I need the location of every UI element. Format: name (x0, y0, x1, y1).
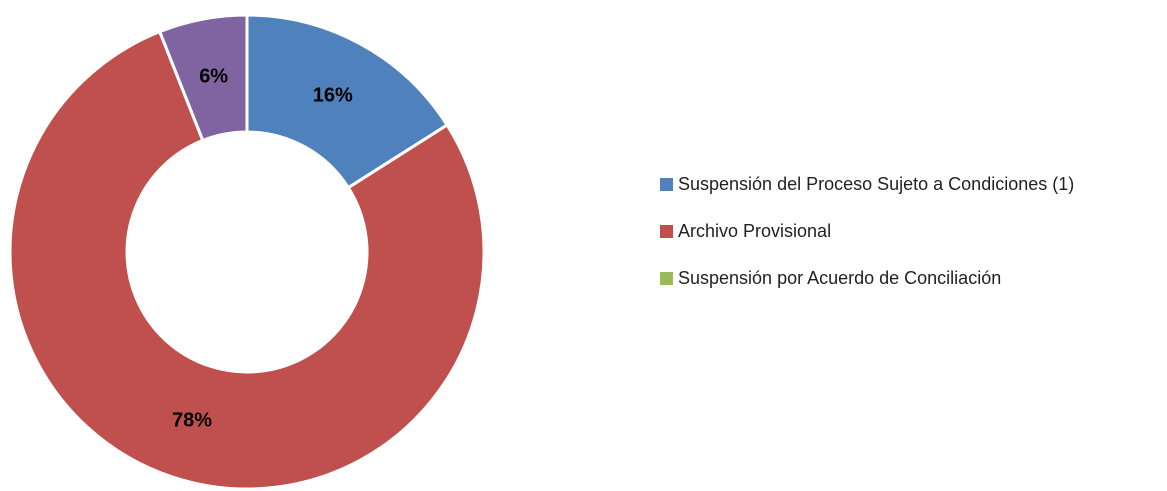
legend-swatch (660, 178, 673, 191)
legend-item: Suspensión por Acuerdo de Conciliación (660, 266, 1165, 291)
data-label: 78% (172, 410, 212, 432)
legend: Suspensión del Proceso Sujeto a Condicio… (660, 172, 1165, 313)
legend-item: Archivo Provisional (660, 219, 1165, 244)
legend-swatch (660, 225, 673, 238)
legend-item: Suspensión del Proceso Sujeto a Condicio… (660, 172, 1165, 197)
legend-swatch (660, 272, 673, 285)
legend-label: Suspensión del Proceso Sujeto a Condicio… (678, 174, 1075, 194)
legend-label: Suspensión por Acuerdo de Conciliación (678, 268, 1002, 288)
data-label: 16% (313, 84, 353, 106)
slice (157, 13, 249, 143)
slice (8, 29, 486, 491)
donut: 16% 78% 6% (8, 13, 486, 491)
slice (245, 13, 450, 190)
legend-label: Archivo Provisional (678, 221, 832, 241)
data-label: 6% (199, 65, 228, 87)
